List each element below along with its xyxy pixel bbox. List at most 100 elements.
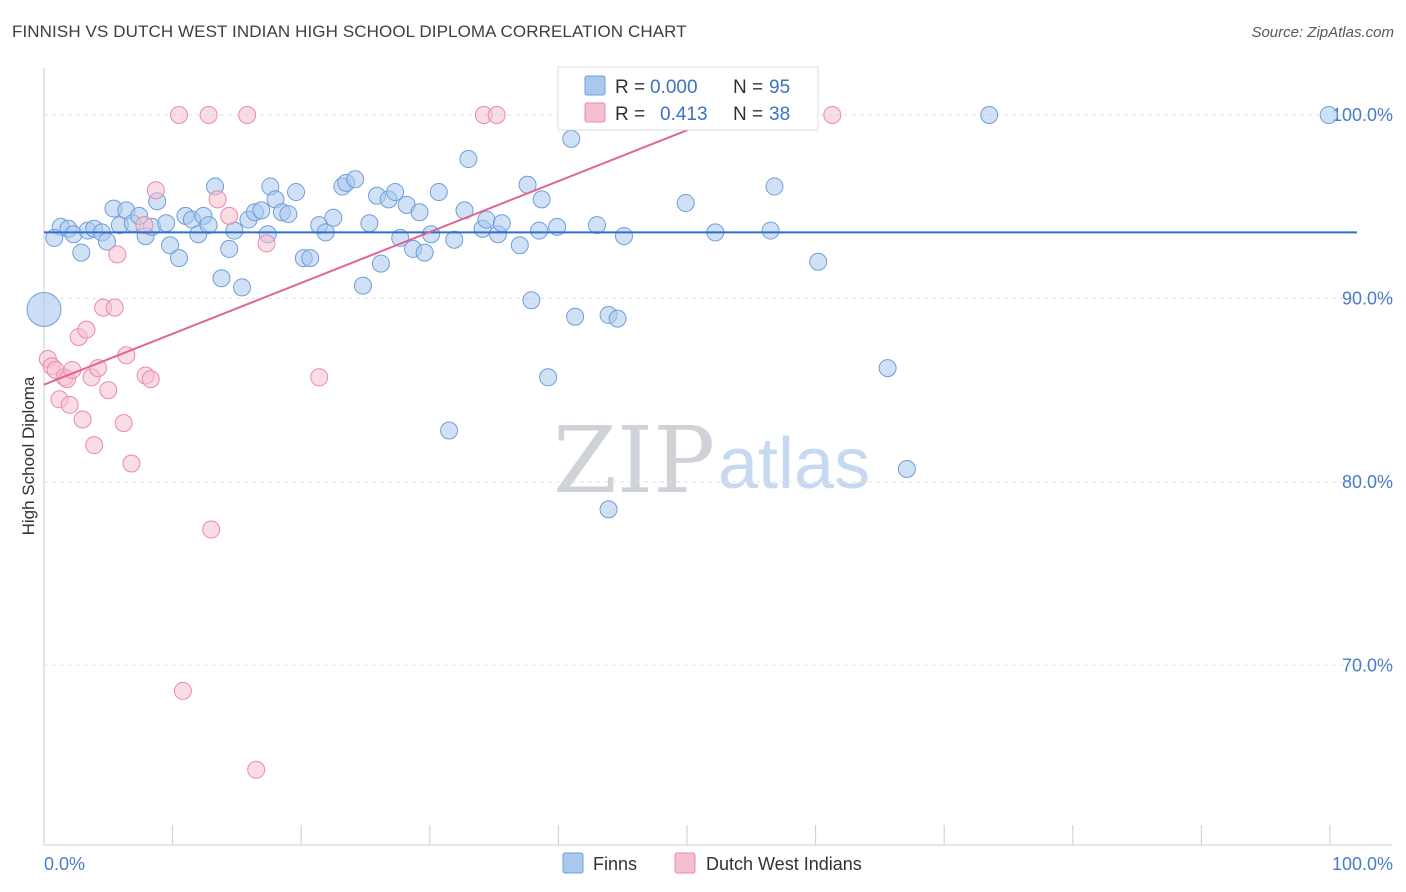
finns-point [252, 201, 271, 220]
series-legend-swatch-dwi [674, 852, 696, 874]
finns-point [614, 227, 633, 246]
finns-point [199, 216, 218, 235]
dutch-west-indian-point [141, 370, 160, 389]
x-tick-label: 100.0% [1332, 854, 1393, 874]
legend-r-value-finns: 0.000 [650, 77, 698, 98]
dutch-west-indian-point [60, 395, 79, 414]
dutch-west-indian-points [38, 106, 842, 779]
dutch-west-indian-point [114, 414, 133, 433]
finns-point [212, 269, 231, 288]
series-legend-label-finns: Finns [593, 854, 637, 874]
series-legend-label-dwi: Dutch West Indians [706, 854, 862, 874]
legend-n-value-dwi: 38 [769, 104, 790, 125]
dutch-west-indian-point [105, 298, 124, 317]
dutch-west-indian-point [85, 436, 104, 455]
axes [43, 68, 1392, 846]
finns-point [346, 170, 365, 189]
dutch-west-indian-point [89, 359, 108, 378]
finns-point [562, 129, 581, 148]
finns-point [587, 216, 606, 235]
watermark-atlas: atlas [718, 424, 870, 504]
finns-point [170, 249, 189, 268]
watermark: ZIP atlas [553, 407, 870, 514]
dutch-west-indian-point [199, 106, 218, 125]
dutch-west-indian-point [122, 454, 141, 473]
trend-lines [43, 114, 1357, 386]
finns-point [522, 291, 541, 310]
finns-point [548, 217, 567, 236]
finns-point [287, 183, 306, 202]
legend-swatch-dwi [584, 102, 606, 123]
dutch-west-indian-trend-line [43, 114, 726, 386]
finns-point [492, 214, 511, 233]
finns-point [761, 221, 780, 240]
finns-point [233, 278, 252, 297]
finns-point [410, 203, 429, 222]
finns-point [809, 252, 828, 271]
dutch-west-indian-point [220, 206, 239, 225]
dutch-west-indian-point [73, 410, 92, 429]
source-credit: Source: ZipAtlas.com [1251, 24, 1394, 41]
correlation-legend: R = 0.000 N = 95 R = 0.413 N = 38 [557, 66, 819, 131]
finns-point [72, 243, 91, 262]
finns-point [353, 276, 372, 295]
dutch-west-indian-point [108, 245, 127, 264]
finns-point [445, 230, 464, 249]
gridlines [44, 114, 1392, 666]
y-tick-label: 100.0% [1332, 105, 1393, 125]
legend-r-value-dwi: 0.413 [660, 104, 708, 125]
finns-point [878, 359, 897, 378]
finns-point [599, 500, 618, 519]
finns-point [360, 214, 379, 233]
legend-n-label-finns: N = [733, 77, 763, 98]
legend-n-value-finns: 95 [769, 77, 790, 98]
finns-point [566, 307, 585, 326]
dutch-west-indian-point [257, 234, 276, 253]
dutch-west-indian-point [823, 106, 842, 125]
finns-point [45, 228, 64, 247]
dutch-west-indian-point [146, 181, 165, 200]
finns-point [371, 254, 390, 273]
dutch-west-indian-point [310, 368, 329, 387]
chart-title: FINNISH VS DUTCH WEST INDIAN HIGH SCHOOL… [12, 22, 687, 41]
x-tick-label: 0.0% [44, 854, 85, 874]
finns-point [429, 183, 448, 202]
dutch-west-indian-point [202, 520, 221, 539]
dutch-west-indian-point [208, 190, 227, 209]
y-tick-label: 70.0% [1342, 655, 1393, 675]
dutch-west-indian-point [170, 106, 189, 125]
finns-point [539, 368, 558, 387]
legend-r-label-dwi: R = [615, 104, 645, 125]
legend-swatch-finns [584, 75, 606, 96]
dutch-west-indian-point [135, 216, 154, 235]
legend-n-label-dwi: N = [733, 104, 763, 125]
finns-point [980, 106, 999, 125]
tick-labels: 100.0% 90.0% 80.0% 70.0% 0.0% 100.0% [44, 105, 1393, 874]
dutch-west-indian-point [173, 681, 192, 700]
dutch-west-indian-point [238, 106, 257, 125]
y-tick-label: 80.0% [1342, 472, 1393, 492]
y-tick-label: 90.0% [1342, 288, 1393, 308]
finns-point [220, 239, 239, 258]
finns-point [897, 460, 916, 479]
y-axis-label: High School Diploma [19, 376, 38, 535]
finns-point [608, 309, 627, 328]
series-legend: Finns Dutch West Indians [562, 852, 862, 874]
watermark-zip: ZIP [553, 407, 715, 514]
dutch-west-indian-point [247, 760, 266, 779]
finns-point [26, 291, 62, 327]
finns-point [510, 236, 529, 255]
finns-point [532, 190, 551, 209]
finns-point [765, 177, 784, 196]
finns-point [530, 221, 549, 240]
finns-point [440, 421, 459, 440]
finns-point [1319, 106, 1338, 125]
dutch-west-indian-point [77, 320, 96, 339]
finns-point [386, 183, 405, 202]
finns-point [157, 214, 176, 233]
finns-point [459, 150, 478, 169]
finns-point [477, 210, 496, 229]
legend-r-label-finns: R = [615, 77, 645, 98]
finns-point [676, 194, 695, 213]
